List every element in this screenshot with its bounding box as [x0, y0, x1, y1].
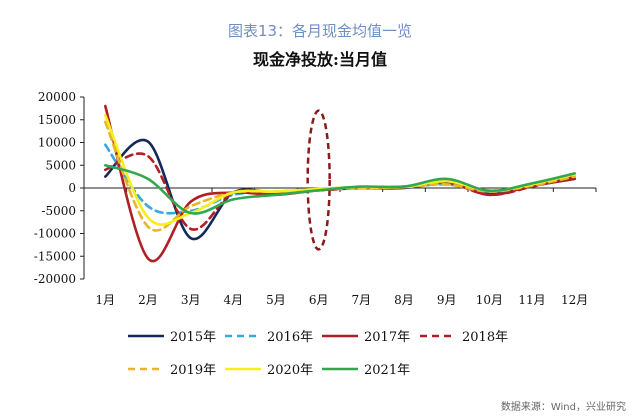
- x-tick-label: 4月: [224, 293, 244, 307]
- x-tick-label: 5月: [266, 293, 286, 307]
- y-tick-label: 20000: [38, 90, 76, 104]
- x-tick-label: 8月: [394, 293, 414, 307]
- legend-label-2016: 2016年: [267, 330, 313, 345]
- legend-label-2018: 2018年: [462, 330, 508, 345]
- x-tick-label: 1月: [96, 293, 116, 307]
- legend: 2015年 2016年 2017年 2018年 2019年 2020年 2021年: [128, 330, 508, 378]
- series-lines: [104, 104, 576, 263]
- legend-label-2019: 2019年: [170, 363, 216, 378]
- x-tick-label: 7月: [352, 293, 372, 307]
- y-tick-labels: 20000 15000 10000 5000 0 -5000 -10000 -15000 -20…: [34, 90, 76, 286]
- legend-label-2021: 2021年: [364, 363, 410, 378]
- y-tick-label: -15000: [34, 249, 76, 263]
- series-line-2021: [104, 164, 576, 215]
- x-tick-label: 2月: [138, 293, 158, 307]
- legend-label-2020: 2020年: [267, 363, 313, 378]
- highlight-annotation: [306, 109, 331, 251]
- y-tick-label: 0: [68, 181, 76, 195]
- y-tick-label: 15000: [38, 113, 76, 127]
- y-tick-label: 5000: [45, 158, 76, 172]
- x-tick-label: 10月: [476, 293, 503, 307]
- legend-label-2017: 2017年: [364, 330, 410, 345]
- chart-title: 现金净投放:当月值: [253, 50, 387, 69]
- x-tick-label: 11月: [518, 293, 545, 307]
- x-tick-label: 6月: [309, 293, 329, 307]
- x-tick-label: 9月: [437, 293, 457, 307]
- series-line-2019: [104, 120, 576, 232]
- figure-label: 图表13：各月现金均值一览: [227, 22, 413, 40]
- y-tick-label: -20000: [34, 272, 76, 286]
- series-line-2017: [104, 104, 576, 263]
- y-tick-label: -5000: [41, 204, 76, 218]
- legend-label-2015: 2015年: [170, 330, 216, 345]
- highlight-ellipse: [306, 109, 331, 251]
- x-tick-labels: 1月 2月 3月 4月 5月 6月 7月 8月 9月 10月 11月 12月: [96, 293, 589, 307]
- source-note: 数据来源：Wind，兴业研究: [500, 402, 626, 413]
- x-tick-label: 3月: [181, 293, 201, 307]
- x-tick-label: 12月: [561, 293, 588, 307]
- y-tick-label: 10000: [38, 136, 76, 150]
- y-tick-label: -10000: [34, 227, 76, 241]
